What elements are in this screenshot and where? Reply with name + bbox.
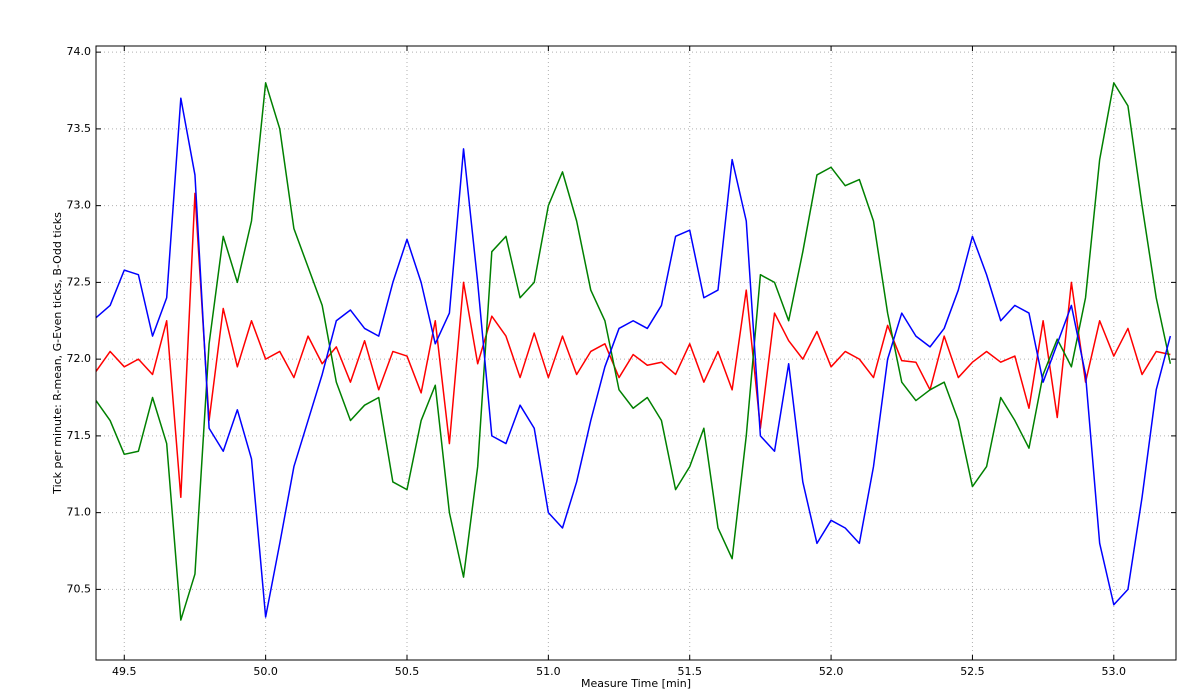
y-tick-label: 74.0	[67, 45, 92, 58]
series-line	[96, 192, 1171, 499]
grid	[96, 46, 1176, 660]
plot-frame	[95, 45, 1177, 661]
x-tick-label: 52.0	[819, 665, 844, 678]
y-tick-label: 73.0	[67, 199, 92, 212]
y-tick-label: 71.0	[67, 506, 92, 519]
series-line	[96, 82, 1172, 621]
y-tick-label: 71.5	[67, 429, 92, 442]
x-tick-label: 50.5	[395, 665, 420, 678]
x-axis-label: Measure Time [min]	[581, 677, 691, 690]
x-tick-label: 51.0	[536, 665, 561, 678]
x-tick-label: 52.5	[960, 665, 985, 678]
ticks: 49.5 50.0 50.5 51.0 51.5 52.0 52.5 53.0 70.5 71.0…	[67, 45, 1176, 678]
x-tick-label: 51.5	[677, 665, 702, 678]
y-axis-label: Tick per minute: R-mean, G-Even ticks, B…	[51, 212, 64, 495]
lines	[96, 82, 1172, 621]
y-tick-label: 73.5	[67, 122, 92, 135]
series-line	[96, 97, 1172, 618]
x-tick-label: 53.0	[1102, 665, 1127, 678]
y-tick-label: 70.5	[67, 582, 92, 595]
y-tick-label: 72.0	[67, 352, 92, 365]
x-tick-label: 49.5	[112, 665, 137, 678]
y-tick-label: 72.5	[67, 275, 92, 288]
x-tick-label: 50.0	[253, 665, 278, 678]
